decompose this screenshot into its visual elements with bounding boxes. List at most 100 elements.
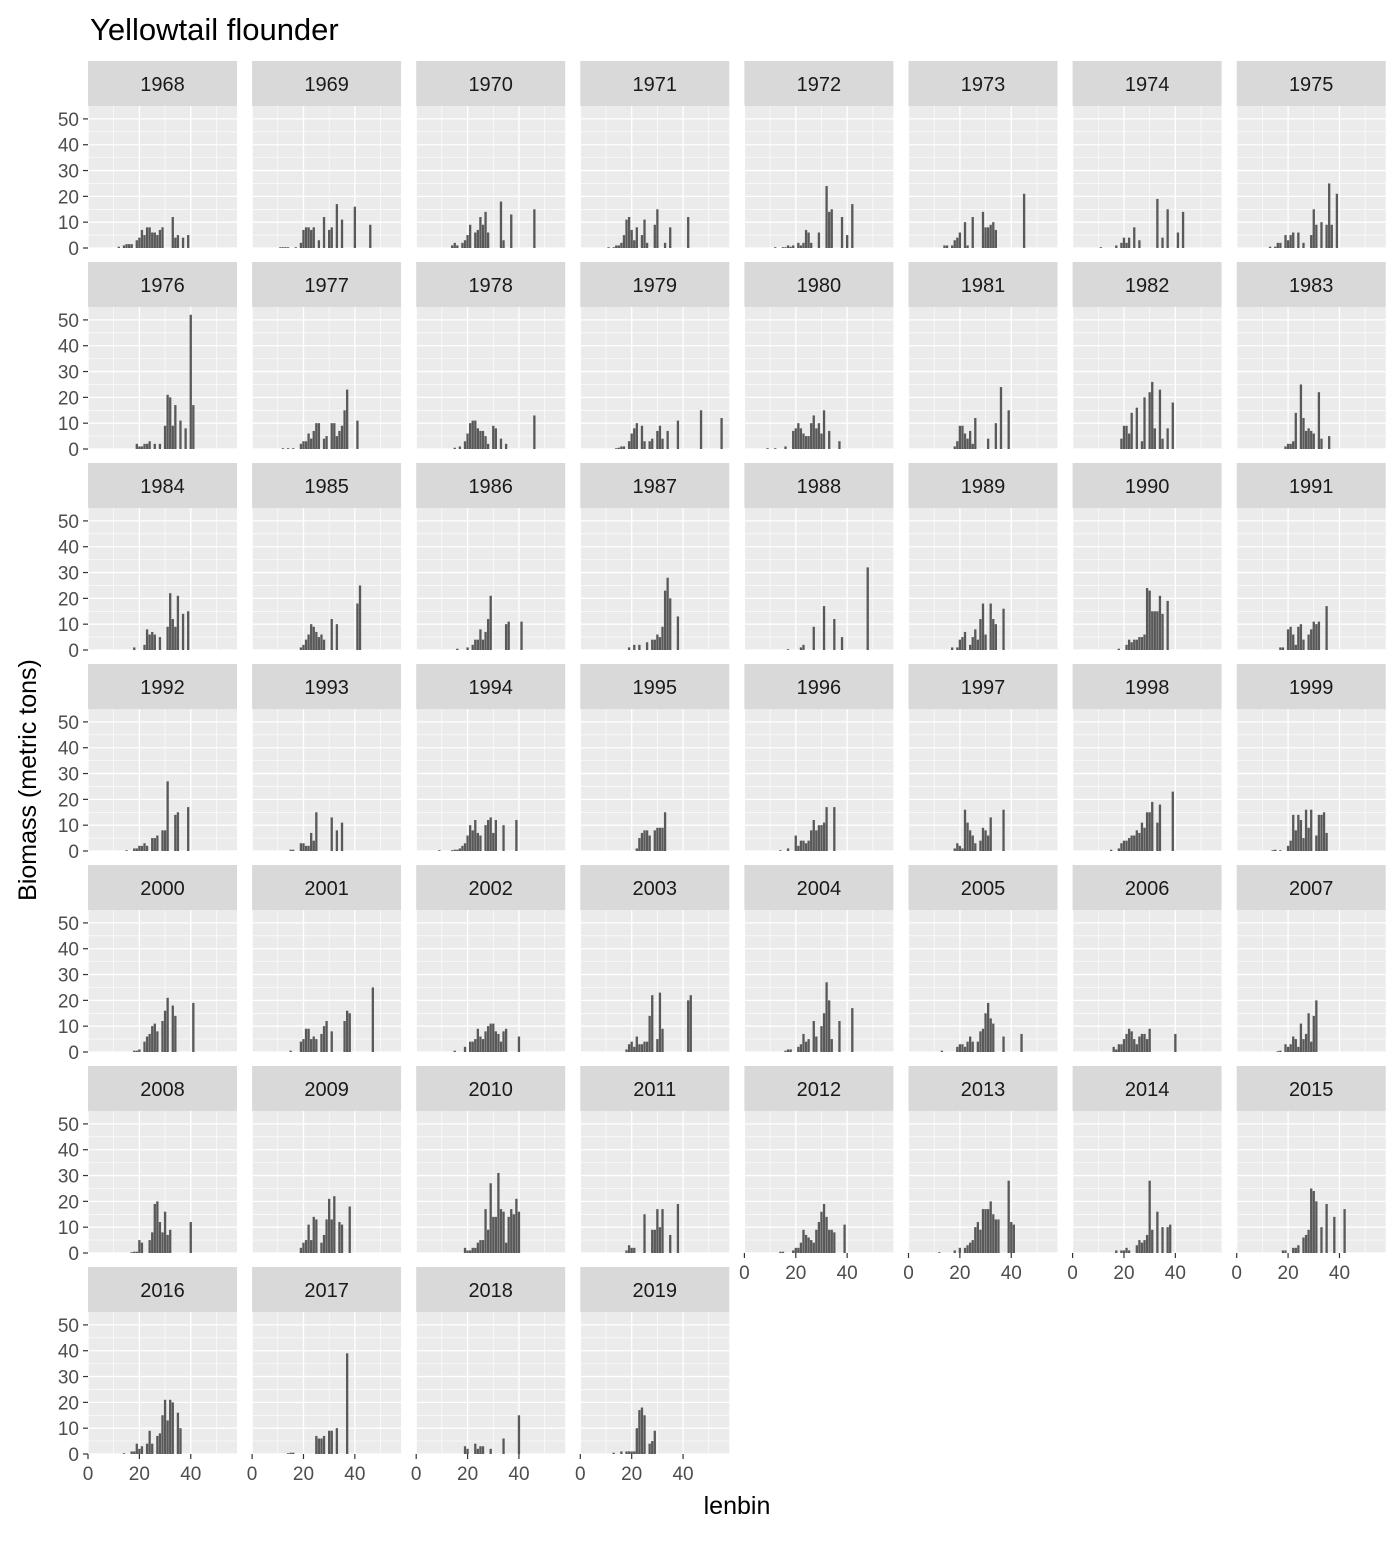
bar [812, 415, 815, 449]
bar [838, 441, 841, 449]
bar [1268, 246, 1272, 248]
panel-background [580, 307, 730, 449]
facet-strip-label: 2006 [1125, 878, 1170, 900]
y-tick-label: 10 [58, 1218, 79, 1239]
bar [992, 1214, 995, 1253]
bar [999, 387, 1003, 449]
bar [330, 227, 333, 248]
bar [489, 1023, 492, 1052]
bar [1143, 634, 1146, 650]
bar [1151, 1229, 1154, 1253]
bar [1158, 804, 1162, 851]
bar [1294, 830, 1297, 851]
bar [286, 1453, 290, 1454]
x-tick-label: 20 [785, 1263, 806, 1284]
bar [625, 219, 628, 248]
bar [1312, 433, 1315, 449]
bar [804, 843, 808, 851]
bar [166, 1234, 169, 1253]
bar [810, 242, 813, 248]
bar [310, 832, 313, 851]
bar [1125, 1247, 1128, 1253]
bar [817, 423, 821, 449]
bar [163, 830, 167, 851]
bar [810, 423, 813, 449]
facet-panel-1996: 1996 [743, 664, 894, 852]
bar [1310, 430, 1313, 449]
bar [1125, 425, 1128, 449]
bar [302, 229, 305, 248]
bar [476, 428, 480, 449]
facet-panel-1987: 1987 [579, 463, 730, 651]
facet-strip [88, 865, 237, 910]
bar [502, 825, 505, 851]
bar [492, 1023, 495, 1052]
bar [138, 1049, 141, 1052]
bar [1135, 830, 1138, 851]
bar [820, 1026, 823, 1052]
bar [812, 1021, 815, 1052]
bar [1304, 1033, 1308, 1052]
y-tick-label: 0 [68, 239, 79, 260]
x-tick-label: 40 [837, 1263, 858, 1284]
bar [468, 224, 472, 248]
facet-strip-label: 2004 [797, 878, 842, 900]
bar [163, 425, 167, 449]
bar [979, 1229, 982, 1253]
bar [1115, 245, 1118, 248]
bar [304, 1240, 308, 1253]
bar [1299, 820, 1303, 851]
facet-panel-2013: 2013 0 20 40 [903, 1066, 1058, 1284]
bar [825, 1216, 828, 1253]
bar [1284, 1250, 1287, 1253]
bar [158, 637, 162, 650]
y-tick-label: 20 [58, 388, 79, 409]
bar [807, 232, 810, 248]
facet-strip [1072, 262, 1222, 307]
bar [1151, 801, 1154, 851]
panel-background [580, 1111, 730, 1253]
facet-panel-1988: 1988 [743, 463, 894, 651]
bar [1315, 224, 1318, 248]
bar [645, 1041, 649, 1052]
bar [974, 1227, 977, 1253]
bar [474, 639, 477, 650]
bar [479, 835, 482, 851]
bar [179, 1428, 182, 1454]
facet-strip-label: 2011 [633, 1079, 676, 1101]
bar [533, 415, 536, 449]
bar [617, 245, 620, 248]
bar [963, 1046, 967, 1052]
bar [989, 224, 992, 248]
facet-strip-label: 2005 [961, 878, 1006, 900]
bar [1297, 1046, 1300, 1052]
bar [476, 1242, 480, 1253]
facet-strip-label: 1984 [140, 476, 185, 498]
bar [1148, 812, 1151, 851]
bar [468, 423, 472, 449]
facet-panel-1968: 1968 0 10 20 30 40 50 [58, 61, 237, 260]
bar [1289, 235, 1292, 248]
facet-panel-2010: 2010 [415, 1066, 566, 1254]
bar [304, 639, 308, 650]
bar [1286, 629, 1290, 650]
y-tick-label: 40 [58, 136, 79, 157]
bar [676, 616, 680, 650]
bar [1156, 611, 1159, 650]
bar [476, 832, 480, 851]
facet-panel-2009: 2009 [251, 1066, 402, 1254]
panel-background [252, 709, 402, 851]
bar [676, 1203, 680, 1253]
bar [317, 423, 321, 449]
bar [307, 227, 310, 248]
bar [1315, 835, 1318, 851]
x-tick-label: 0 [575, 1464, 586, 1485]
bar [1161, 237, 1164, 248]
bar [1135, 407, 1138, 449]
bar [766, 448, 769, 449]
bar [799, 245, 803, 248]
bar [994, 423, 998, 449]
bar [504, 624, 508, 650]
bar [1335, 193, 1339, 248]
bar [625, 1049, 628, 1052]
